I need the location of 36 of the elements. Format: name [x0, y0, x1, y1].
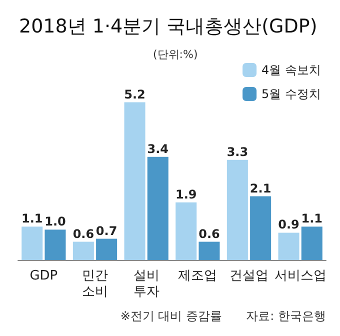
- data-label: 1.0: [44, 214, 66, 229]
- data-label: 0.9: [278, 218, 300, 232]
- text: ※전기 대비 증감률: [120, 309, 222, 323]
- bar: [226, 160, 248, 260]
- x-tick-label: 서비스업: [274, 268, 326, 284]
- bar: [96, 238, 118, 260]
- data-label: 1.1: [301, 212, 323, 226]
- bar: [44, 230, 66, 260]
- data-label: 0.7: [96, 224, 118, 238]
- data-label: 2.1: [250, 181, 272, 196]
- bar: [147, 156, 168, 260]
- data-label: 5.2: [124, 87, 146, 102]
- bar: [72, 242, 94, 260]
- bar: [278, 232, 300, 260]
- data-label: 1.9: [175, 187, 197, 202]
- chart-subtitle: (단위:%): [153, 48, 198, 61]
- data-label: 3.3: [226, 144, 248, 159]
- legend-label: 4월 속보치: [262, 63, 322, 77]
- legend-label: 5월 수정치: [262, 87, 322, 101]
- data-label: 0.6: [198, 226, 220, 241]
- data-label: 3.4: [147, 142, 169, 156]
- bar: [176, 202, 197, 260]
- x-tick-label: GDP: [30, 268, 58, 284]
- x-tick-label: 제조업: [178, 268, 218, 284]
- text: 자료: 한국은행: [246, 309, 326, 323]
- x-tick-label: 건설업: [230, 268, 268, 284]
- bar: [22, 226, 43, 260]
- data-label: 1.1: [21, 212, 43, 226]
- chart-title: 2018년 1·4분기 국내총생산(GDP): [19, 16, 318, 38]
- bar: [301, 226, 322, 260]
- x-tick-label: 민간 소비: [82, 268, 108, 300]
- bar: [124, 102, 146, 260]
- bar: [250, 196, 272, 260]
- data-label: 0.6: [72, 226, 94, 241]
- bar: [198, 242, 220, 260]
- x-tick-label: 설비 투자: [133, 268, 160, 300]
